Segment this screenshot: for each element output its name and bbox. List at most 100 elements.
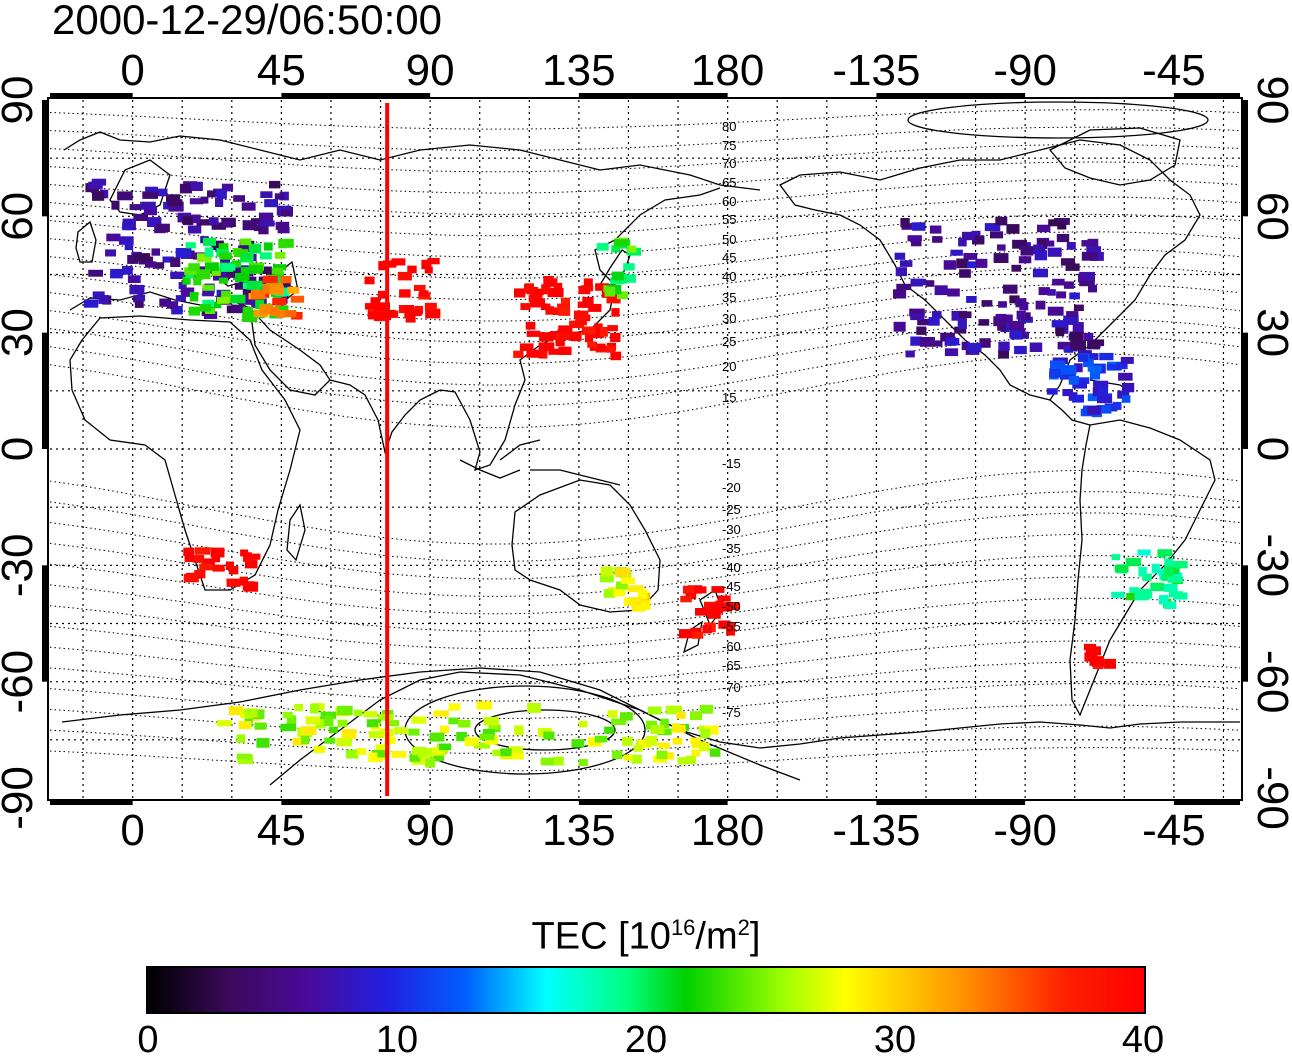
mlat-label: 35: [722, 290, 736, 305]
tec-cell: [508, 746, 523, 755]
tec-cell: [685, 755, 696, 765]
tec-cell: [372, 750, 388, 758]
tec-cell: [1171, 560, 1188, 569]
tec-cell: [127, 255, 139, 264]
tec-cell: [920, 337, 935, 347]
tec-cell: [211, 222, 226, 230]
tec-cell: [384, 736, 396, 745]
tec-cell: [168, 201, 184, 212]
tec-cell: [656, 750, 668, 760]
tec-cell: [685, 591, 697, 600]
tec-cell: [432, 751, 445, 762]
mlat-label: 40: [722, 269, 736, 284]
mlat-label: -75: [722, 705, 741, 720]
mlat-label: 30: [722, 311, 736, 326]
tec-cell: [700, 728, 710, 739]
tec-cell: [263, 242, 273, 251]
tec-cell: [613, 589, 626, 597]
tec-cell: [966, 296, 977, 303]
tec-cell: [1118, 372, 1133, 381]
mlat-label: 25: [722, 334, 736, 349]
tec-cell: [559, 332, 575, 340]
tec-cell: [262, 275, 278, 284]
lat-tick-label: 60: [0, 192, 42, 241]
tec-cell: [366, 719, 379, 728]
lon-tick-label: -135: [832, 46, 920, 95]
tec-cell: [637, 739, 652, 748]
tec-cell: [1047, 289, 1056, 296]
tec-cell: [680, 595, 692, 603]
tec-cell: [182, 216, 193, 225]
tec-cell: [1066, 242, 1076, 250]
tec-cell: [946, 338, 960, 346]
tec-cell: [291, 312, 303, 320]
colorbar-title: TEC [1016/m2]: [0, 906, 1292, 959]
lon-tick-label: 0: [120, 46, 144, 95]
tec-cell: [110, 268, 123, 279]
colorbar-tick: 0: [137, 1019, 159, 1061]
tec-cell: [492, 749, 507, 757]
tec-cell: [259, 220, 275, 227]
tec-cell: [1081, 240, 1092, 247]
lon-tick-label: 135: [542, 806, 615, 855]
tec-cell: [519, 343, 534, 351]
tec-cell: [954, 326, 967, 334]
tec-cell: [1055, 327, 1065, 337]
mlat-label: -25: [722, 502, 741, 517]
tec-cell: [187, 214, 201, 224]
tec-cell: [221, 263, 236, 271]
tec-cell: [274, 252, 286, 259]
tec-cell: [1170, 572, 1183, 581]
tec-cell: [678, 629, 693, 639]
mlat-contour: [50, 640, 1240, 685]
tec-cell: [277, 226, 290, 234]
lat-tick-label: 0: [0, 437, 42, 461]
tec-cell: [405, 305, 415, 315]
tec-cell: [167, 199, 183, 207]
axis-bar-right: [1242, 332, 1248, 449]
tec-cell: [677, 757, 687, 765]
tec-cell: [611, 308, 620, 317]
tec-cell: [617, 291, 628, 300]
tec-cell: [1157, 549, 1166, 558]
tec-cell: [699, 704, 714, 714]
tec-cell: [571, 739, 585, 748]
map-title: 2000-12-29/06:50:00: [52, 0, 442, 43]
tec-cell: [204, 247, 214, 257]
tec-cell: [336, 737, 352, 747]
tec-cell: [1006, 224, 1020, 234]
tec-cell: [219, 252, 232, 260]
tec-cell: [185, 242, 196, 249]
tec-cell: [305, 716, 321, 725]
tec-cell: [240, 549, 249, 557]
tec-cell: [111, 200, 120, 210]
tec-cell: [558, 306, 571, 316]
tec-cell: [364, 276, 375, 285]
axis-bar-left: [42, 100, 48, 217]
tec-cell: [998, 341, 1010, 351]
tec-cell: [203, 237, 216, 246]
tec-cell: [207, 190, 216, 198]
tec-cell: [458, 719, 471, 728]
tec-cell: [1079, 271, 1095, 281]
lon-tick-label: 90: [406, 46, 455, 95]
tec-cell: [934, 285, 948, 296]
mlat-label: -55: [722, 619, 741, 634]
tec-cell: [959, 269, 971, 278]
tec-cell: [558, 325, 573, 335]
tec-cell: [433, 710, 449, 717]
tec-cell: [209, 217, 219, 225]
tec-cell: [249, 265, 263, 274]
tec-cell: [1051, 320, 1066, 328]
tec-cell: [1163, 583, 1178, 592]
tec-cell: [140, 201, 156, 210]
tec-cell: [1057, 341, 1071, 350]
tec-cell: [429, 732, 445, 742]
tec-cell: [136, 294, 146, 302]
tec-cell: [1047, 247, 1062, 257]
tec-cell: [613, 239, 630, 247]
tec-cell: [709, 603, 723, 614]
tec-cell: [1089, 656, 1104, 666]
colorbar-label-unit: /m: [695, 915, 738, 958]
tec-cell: [1069, 331, 1084, 341]
